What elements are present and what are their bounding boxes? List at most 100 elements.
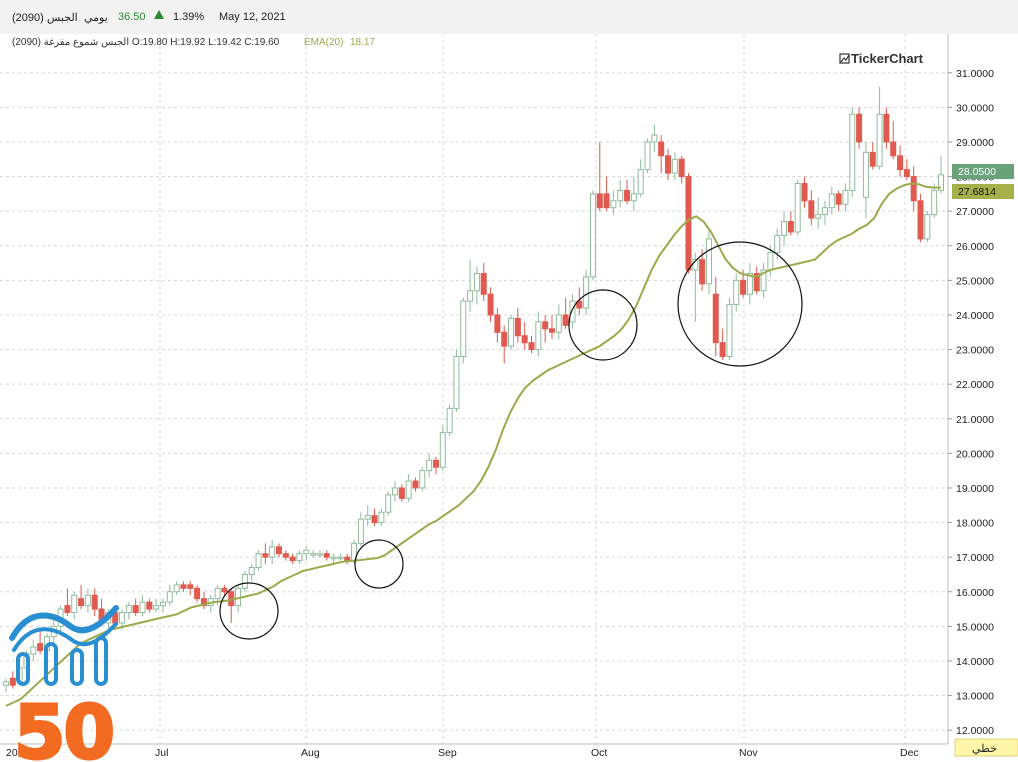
candle-body [269,546,276,558]
time-tick-label: 2021 [6,747,30,759]
price-tick-label: 27.0000 [956,206,994,218]
candle-body [542,321,549,330]
annotation-circle[interactable] [219,582,279,640]
candle-body [78,598,85,607]
candle-body [3,681,9,686]
candle-body [733,279,740,306]
last-close-badge [952,164,1014,179]
candle-body [412,480,419,489]
candle-body [194,587,201,600]
annotation-circle[interactable] [354,539,404,589]
scale-toggle-label: خطي [972,743,997,755]
price-tick-label: 17.0000 [956,552,994,564]
scale-toggle-button[interactable] [954,738,1018,757]
symbol-label[interactable]: الجبس (2090) [12,12,78,24]
candle-body [180,584,187,589]
candle-body [303,549,310,555]
period-label[interactable]: يومي [84,12,108,24]
candle-body [658,141,665,157]
candle-body [835,193,842,205]
scale-toggle[interactable]: خطي [954,738,1018,757]
candle-body [794,182,801,233]
candle-body [221,587,228,593]
candle-body [337,556,344,560]
ohlc-legend: الجبس شموع مفرغة (2090) O:19.80 H:19.92 … [12,37,280,48]
tickerchart-logo: TickerChart [839,51,924,66]
candle-body [576,300,583,309]
candle-body [849,113,856,191]
candle-body [200,598,207,607]
candle-body [842,189,849,205]
candle-body [214,587,221,600]
candle-body [91,594,98,610]
tickerchart-logo-icon [839,53,850,64]
candle-body [760,269,767,292]
candle-body [692,259,699,271]
candle-body [828,193,835,209]
candle-body [938,174,944,191]
candle-body [528,342,535,351]
candle-body [9,677,16,686]
annotation-circle[interactable] [677,241,803,367]
candle-body [883,113,890,143]
change-percent: 1.39% [173,11,205,23]
candle-body [917,200,924,240]
last-close-badge-text: 28.0500 [958,166,996,178]
price-axis[interactable] [948,34,1018,762]
candle-body [637,169,644,195]
candle-body [535,321,542,351]
ema-badge-text: 27.6814 [958,186,996,198]
candle-body [132,605,139,614]
candle-body [248,567,255,575]
candle-body [712,293,719,344]
bar-icon [70,648,84,686]
candle-body [364,515,371,520]
last-price: 36.50 [118,11,146,23]
price-chart[interactable]: Jul Aug Sep Oct Nov Dec 2021 12.0000 13.0000 14.… [0,34,1018,762]
watermark-logo: 50 [9,605,119,762]
candle-body [344,556,351,562]
candle-body [726,304,733,357]
candle-body [289,556,296,562]
price-tick-label: 23.0000 [956,345,994,357]
candle-body [330,556,337,560]
candle-body [856,113,863,143]
price-tick-label: 22.0000 [956,379,994,391]
candle-body [589,193,596,278]
candle-body [699,259,706,285]
candle-body [432,459,439,468]
time-axis: Jul Aug Sep Oct Nov Dec 2021 [0,743,948,759]
candle-body [890,141,897,157]
annotation-circle[interactable] [568,289,638,361]
candle-body [508,317,515,347]
ema-line [5,182,941,707]
watermark-digits: 50 [14,690,113,762]
time-tick-label: Oct [591,747,607,759]
annotation-circles [219,241,803,640]
candle-body [30,646,37,655]
candle-body [159,601,166,607]
candle-body [316,553,323,556]
candle-body [392,487,399,496]
price-badges: 28.0500 27.6814 [952,164,1014,199]
candle-body [275,546,282,555]
candle-body [862,151,869,198]
candle-body [501,331,508,347]
candle-body [787,221,794,233]
candle-body [262,553,269,558]
candle-body [876,113,883,167]
candle-body [139,601,146,614]
candle-body [548,328,555,333]
bar-icon [16,652,30,686]
candle-body [869,151,876,167]
ema-legend-value: 18.17 [350,37,375,48]
price-tick-label: 12.0000 [956,725,994,737]
candle-body [719,342,726,357]
candle-body [555,314,562,333]
chart-background [0,34,1018,762]
candle-body [480,272,487,295]
candle-body [617,189,624,202]
price-tick-label: 30.0000 [956,102,994,114]
price-tick-label: 13.0000 [956,691,994,703]
candle-body [153,605,160,610]
